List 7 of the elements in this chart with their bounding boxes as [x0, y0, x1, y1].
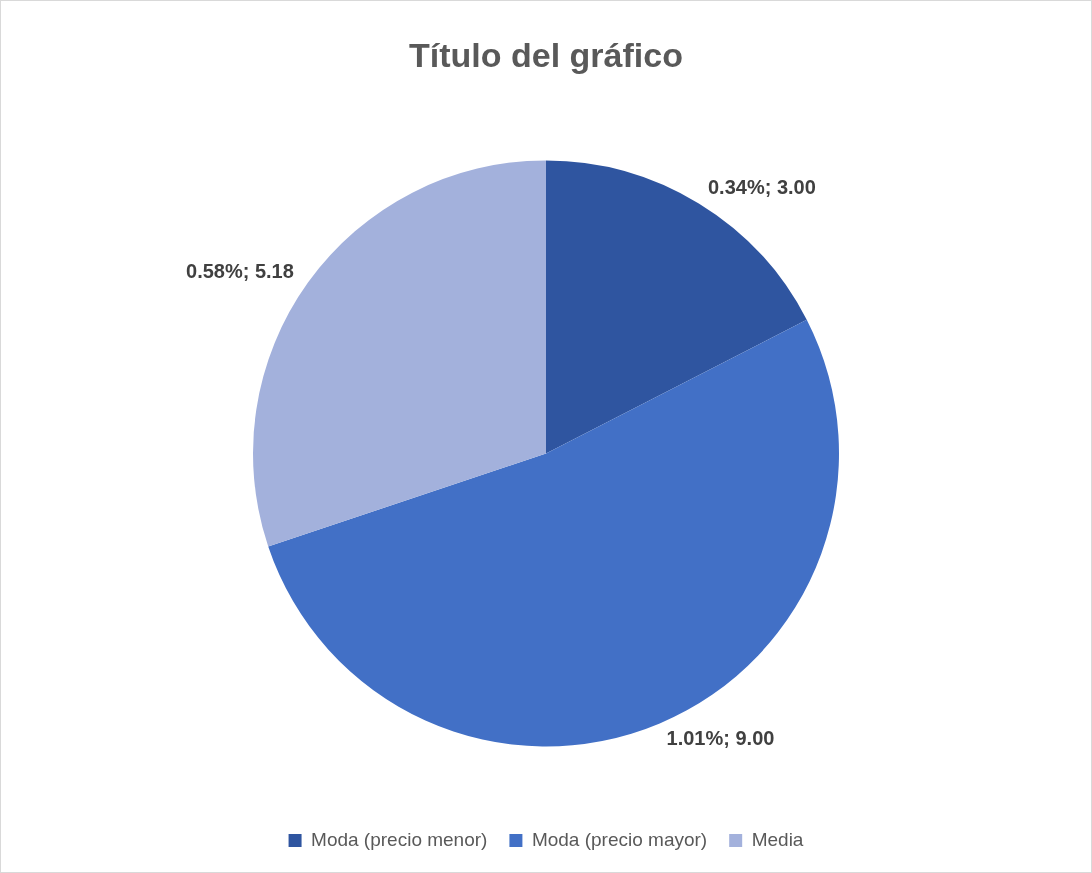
legend-label: Media: [751, 828, 804, 850]
chart-title: Título del gráfico: [409, 35, 683, 74]
legend-label: Moda (precio menor): [311, 828, 488, 850]
data-label: 0.58%; 5.18: [186, 259, 294, 282]
data-label: 0.34%; 3.00: [707, 175, 816, 198]
data-label: 1.01%; 9.00: [666, 727, 775, 750]
legend-label: Moda (precio mayor): [531, 828, 708, 850]
